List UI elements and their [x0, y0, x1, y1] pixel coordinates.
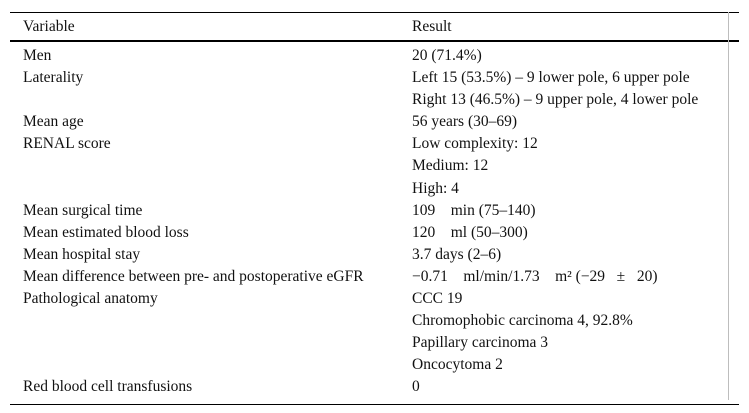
- variable-cell: Mean difference between pre- and postope…: [23, 267, 364, 285]
- variable-cell: Mean hospital stay: [23, 245, 141, 263]
- header-result-label: Result: [412, 18, 452, 35]
- result-cell: CCC 19 Chromophobic carcinoma 4, 92.8% P…: [412, 290, 633, 374]
- variable-cell: Men: [23, 47, 52, 64]
- results-table: Variable Result Men 20 (71.4%) Lateralit…: [10, 12, 739, 405]
- table-row-men: Men 20 (71.4%): [10, 45, 739, 67]
- table-row-egfr-difference: Mean difference between pre- and postope…: [10, 266, 739, 288]
- variable-cell: Mean age: [23, 113, 84, 131]
- result-cell: 3.7 days (2–6): [412, 245, 502, 263]
- result-cell: 20 (71.4%): [412, 47, 482, 64]
- result-cell: 56 years (30–69): [412, 113, 518, 131]
- table-row-transfusions: Red blood cell transfusions 0: [10, 376, 739, 398]
- header-variable-label: Variable: [23, 18, 75, 35]
- scan-edge-line: [728, 12, 729, 400]
- table-row-mean-age: Mean age 56 years (30–69): [10, 111, 739, 133]
- variable-cell: Mean estimated blood loss: [23, 223, 189, 241]
- table-row-renal-score: RENAL score Low complexity: 12 Medium: 1…: [10, 133, 739, 199]
- table-row-laterality: Laterality Left 15 (53.5%) – 9 lower pol…: [10, 67, 739, 111]
- header-result: Result: [412, 13, 739, 40]
- variable-cell: Laterality: [23, 69, 84, 87]
- variable-cell: Pathological anatomy: [23, 290, 158, 308]
- table-row-blood-loss: Mean estimated blood loss 120 ml (50–300…: [10, 222, 739, 244]
- header-variable: Variable: [23, 13, 412, 40]
- variable-cell: Red blood cell transfusions: [23, 378, 193, 396]
- table-row-surgical-time: Mean surgical time 109 min (75–140): [10, 200, 739, 222]
- table-body: Men 20 (71.4%) Laterality Left 15 (53.5%…: [10, 42, 739, 405]
- result-cell: 120 ml (50–300): [412, 223, 528, 241]
- table-row-hospital-stay: Mean hospital stay 3.7 days (2–6): [10, 244, 739, 266]
- header-row: Variable Result: [10, 13, 739, 40]
- result-cell: Left 15 (53.5%) – 9 lower pole, 6 upper …: [412, 69, 699, 109]
- variable-cell: RENAL score: [23, 135, 111, 153]
- table-header: Variable Result: [10, 12, 739, 42]
- result-cell: −0.71 ml/min/1.73 m² (−29 ± 20): [412, 267, 658, 285]
- table-row-pathological-anatomy: Pathological anatomy CCC 19 Chromophobic…: [10, 288, 739, 376]
- variable-cell: Mean surgical time: [23, 201, 143, 219]
- result-cell: 109 min (75–140): [412, 201, 536, 219]
- result-cell: 0: [412, 378, 420, 396]
- result-cell: Low complexity: 12 Medium: 12 High: 4: [412, 135, 538, 197]
